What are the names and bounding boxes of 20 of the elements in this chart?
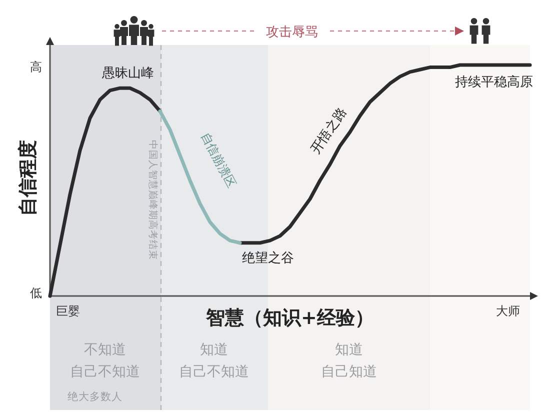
annotation: 绝望之谷 [242, 250, 294, 266]
text: 低 [30, 286, 42, 300]
x-axis-title: 智慧（知识+经验） [205, 307, 374, 329]
text: 自己不知道 [70, 364, 140, 380]
text: 自己不知道 [179, 364, 249, 380]
text: 不知道 [84, 342, 126, 358]
annotation: 自信崩溃区 [198, 130, 239, 190]
y-axis-title: 自信程度 [17, 140, 39, 216]
text: 知道 [200, 342, 228, 358]
text: 自己知道 [321, 364, 377, 380]
text: 大师 [496, 304, 520, 318]
annotation: 中国人智慧巅峰期高考结束 [147, 140, 159, 260]
text: 绝大多数人 [68, 390, 122, 403]
text: 攻击辱骂 [266, 25, 318, 40]
text: 知道 [335, 342, 363, 358]
annotation: 持续平稳高原 [455, 74, 533, 90]
text: 高 [30, 60, 42, 74]
annotation: 开悟之路 [308, 105, 350, 157]
annotation: 愚昧山峰 [101, 66, 154, 82]
text: 巨婴 [56, 304, 80, 318]
